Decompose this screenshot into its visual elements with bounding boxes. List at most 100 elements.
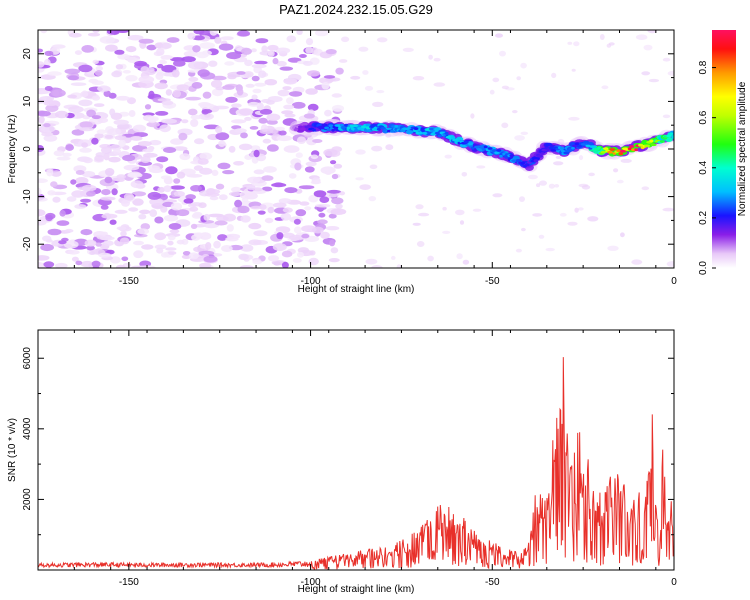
spectral-noise-blob [385,144,394,151]
spectral-noise-blob [213,240,221,249]
spectral-noise-blob [149,197,164,206]
spectral-noise-blob [238,108,254,116]
spectral-ridge-cell [473,143,477,147]
spectral-noise-blob [113,148,121,155]
spectral-noise-blob [588,172,595,177]
spectral-noise-blob [38,61,45,68]
spectral-noise-blob [286,97,294,105]
spectral-noise-blob [574,207,579,213]
spectral-noise-blob [190,119,199,127]
spectral-noise-blob [258,70,267,78]
spectral-noise-blob [132,198,144,206]
spectral-noise-blob [470,113,475,119]
spectral-noise-blob [275,126,286,131]
spectral-noise-blob [56,220,70,226]
y-tick-label: -20 [22,237,33,252]
spectral-noise-blob [66,196,77,202]
spectral-noise-blob [292,258,302,263]
spectral-noise-blob [206,189,221,195]
spectral-ridge-cell [339,123,344,127]
spectral-noise-blob [106,30,120,35]
spectral-noise-blob [325,170,332,175]
spectral-ridge-cell [607,150,613,154]
spectral-noise-blob [179,153,191,161]
spectral-noise-blob [144,104,152,110]
x-tick-label: -50 [485,577,500,588]
spectral-noise-blob [130,180,144,189]
spectral-noise-blob [355,149,366,155]
spectral-noise-blob [43,123,51,128]
spectral-ridge-cell [437,134,443,138]
spectral-ridge-cell [574,142,581,146]
spectral-noise-blob [99,36,116,44]
spectral-noise-blob [215,183,225,190]
spectral-noise-blob [81,45,94,53]
spectral-noise-blob [339,191,346,196]
spectral-noise-blob [209,30,218,36]
spectral-noise-blob [521,227,526,232]
spectral-noise-blob [199,152,213,160]
spectral-noise-blob [225,236,239,242]
spectral-noise-blob [78,64,93,73]
spectral-ridge-cell [511,159,517,163]
x-tick-label: -50 [485,276,500,287]
spectral-noise-blob [573,41,580,47]
spectral-noise-blob [305,88,318,95]
spectral-noise-blob [176,209,190,217]
spectral-ridge-cell [509,154,515,158]
spectral-noise-blob [662,207,674,212]
spectral-noise-blob [190,223,198,229]
spectral-noise-blob [282,86,292,91]
spectral-noise-blob [97,85,111,92]
spectral-noise-blob [181,56,196,63]
spectral-noise-blob [140,155,151,164]
spectral-ridge-cell [483,145,488,149]
spectral-noise-blob [38,255,50,261]
spectral-noise-blob [416,241,425,247]
spectral-ridge-cell [319,126,326,130]
spectral-noise-blob [329,239,336,247]
spectral-noise-blob [328,258,340,263]
spectral-noise-blob [127,34,144,41]
spectral-noise-blob [248,239,262,246]
spectrogram-field [38,30,674,268]
spectral-noise-blob [169,229,180,234]
spectral-noise-blob [140,66,150,74]
spectral-noise-blob [168,223,182,230]
spectral-noise-blob [172,89,181,98]
spectral-noise-blob [228,145,236,153]
spectral-ridge-cell [571,146,575,150]
spectral-noise-blob [79,121,93,129]
spectral-ridge-cell [315,128,320,132]
spectral-noise-blob [58,240,67,245]
spectral-noise-blob [194,138,205,145]
spectral-noise-blob [160,175,172,180]
spectral-noise-blob [368,196,377,202]
spectral-noise-blob [539,180,547,186]
spectral-noise-blob [183,198,194,204]
spectral-noise-blob [662,114,671,119]
spectral-noise-blob [75,177,89,185]
spectral-noise-blob [261,99,272,103]
spectral-noise-blob [359,184,372,191]
spectral-noise-blob [118,139,126,148]
spectral-noise-blob [599,34,605,40]
spectral-noise-blob [100,204,109,210]
spectral-noise-blob [263,166,277,173]
spectral-noise-blob [38,115,45,124]
spectral-noise-blob [44,50,54,57]
spectral-noise-blob [267,50,275,57]
colorbar-tick-label: 0.6 [698,110,709,124]
spectral-noise-blob [114,135,127,141]
spectral-noise-blob [261,175,274,181]
spectral-noise-blob [187,32,196,40]
spectral-ridge-cell [481,148,486,151]
y-tick-label: 0 [22,146,33,152]
spectral-noise-blob [167,240,174,246]
spectral-noise-blob [251,94,258,100]
spectral-noise-blob [310,154,319,160]
spectral-noise-blob [185,96,202,101]
spectral-noise-blob [555,155,562,159]
spectral-noise-blob [38,110,51,117]
spectral-noise-blob [82,171,96,178]
